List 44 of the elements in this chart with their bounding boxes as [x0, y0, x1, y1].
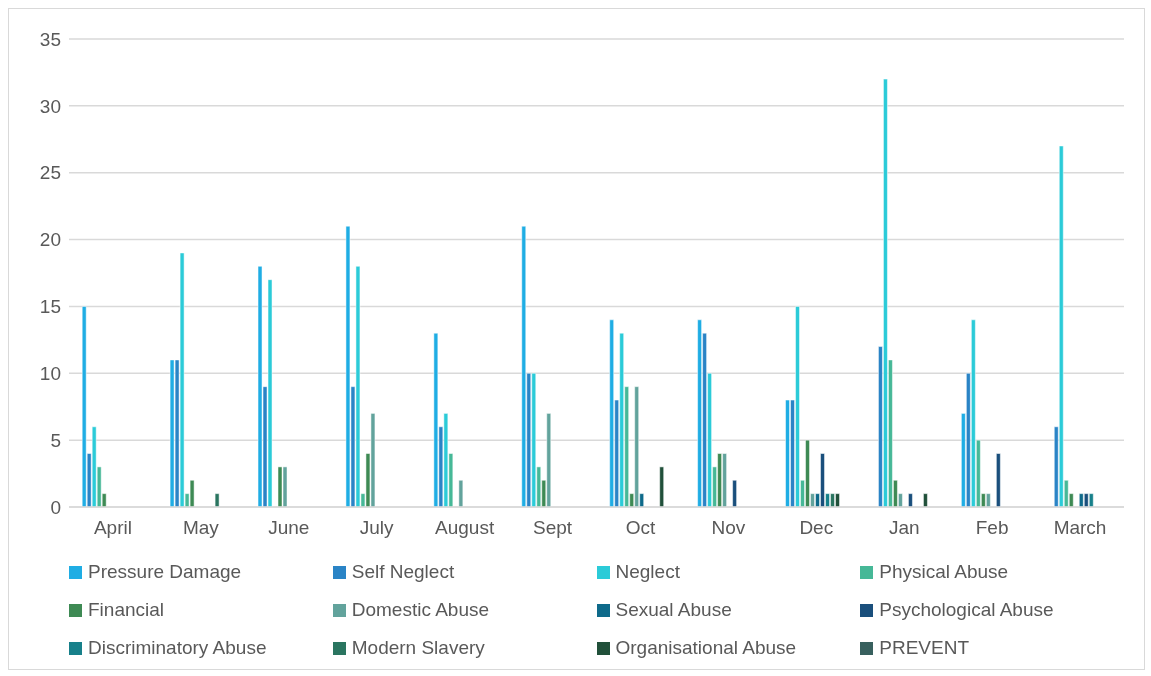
bar	[521, 225, 527, 507]
x-tick-label: May	[182, 517, 220, 539]
legend-label: Physical Abuse	[879, 561, 1009, 583]
x-tick-label: April	[93, 517, 132, 539]
y-tick-label: 15	[39, 296, 61, 318]
x-tick-label: Sept	[532, 517, 573, 539]
bar	[996, 453, 1001, 507]
x-tick-label: June	[268, 517, 310, 539]
bar	[214, 493, 220, 507]
bar	[433, 332, 439, 507]
bar	[345, 225, 351, 507]
y-tick-label: 30	[39, 95, 61, 117]
legend-label: Domestic Abuse	[351, 599, 490, 621]
x-tick-label: Oct	[625, 517, 656, 539]
bar	[923, 493, 928, 507]
x-tick-label: Jan	[888, 517, 920, 539]
x-tick-label: Nov	[711, 517, 746, 539]
y-tick-label: 35	[39, 28, 61, 50]
legend-label: Financial	[88, 599, 165, 621]
bar	[257, 266, 263, 507]
legend-label: Neglect	[615, 561, 680, 583]
y-tick-label: 20	[39, 229, 61, 251]
bar	[659, 466, 664, 507]
legend-label: Sexual Abuse	[615, 599, 732, 621]
legend-label: Organisational Abuse	[615, 637, 797, 659]
legend-label: Modern Slavery	[351, 637, 485, 659]
y-tick-label: 0	[50, 496, 61, 518]
y-tick-label: 25	[39, 162, 61, 184]
x-tick-label: July	[359, 517, 395, 539]
x-tick-label: Dec	[799, 517, 834, 539]
legend-label: Discriminatory Abuse	[88, 637, 267, 659]
legend-label: Self Neglect	[351, 561, 455, 583]
bar	[732, 480, 737, 507]
bar	[908, 493, 913, 507]
y-tick-label: 10	[39, 363, 61, 385]
x-tick-label: Feb	[975, 517, 1009, 539]
x-tick-label: March	[1053, 517, 1107, 539]
legend-label: Psychological Abuse	[879, 599, 1054, 621]
x-tick-label: August	[435, 517, 495, 539]
y-tick-label: 5	[50, 429, 61, 451]
legend-label: PREVENT	[879, 637, 969, 659]
bar	[458, 480, 464, 507]
legend-label: Pressure Damage	[88, 561, 242, 583]
bar	[169, 359, 175, 507]
